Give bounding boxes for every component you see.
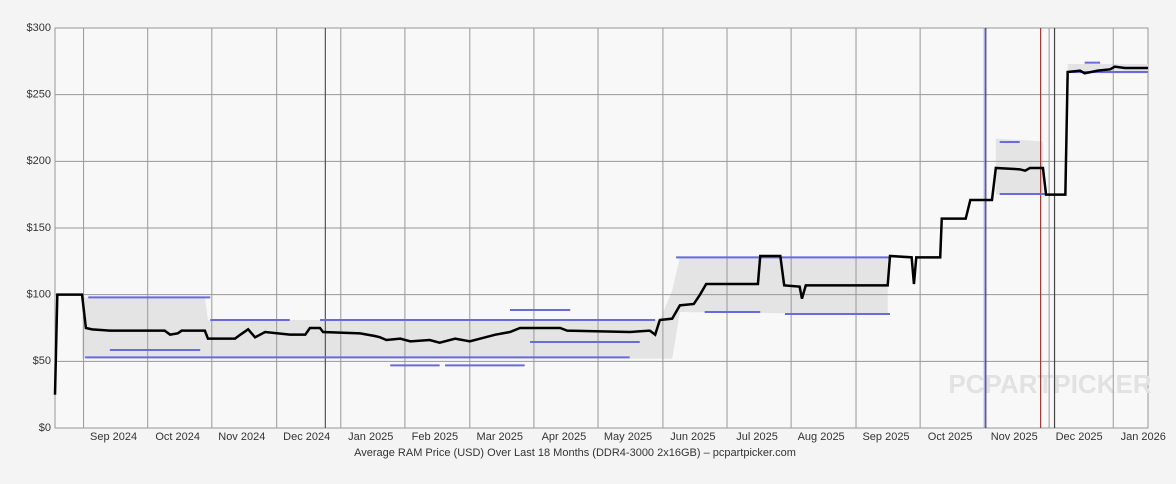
x-tick-label: Jan 2026 bbox=[1121, 431, 1166, 443]
x-tick-label: May 2025 bbox=[604, 431, 652, 443]
x-tick-label: Feb 2025 bbox=[412, 431, 458, 443]
average-price-line bbox=[53, 65, 1148, 395]
x-tick-label: Dec 2024 bbox=[283, 431, 330, 443]
x-tick-label: Oct 2025 bbox=[928, 431, 973, 443]
x-axis-label: Average RAM Price (USD) Over Last 18 Mon… bbox=[354, 447, 796, 459]
x-tick-label: Nov 2024 bbox=[218, 431, 265, 443]
x-tick-label: Oct 2024 bbox=[155, 431, 200, 443]
x-tick-label: Jun 2025 bbox=[670, 431, 715, 443]
y-tick-label: $300 bbox=[27, 22, 51, 34]
x-tick-label: Dec 2025 bbox=[1056, 431, 1103, 443]
y-tick-label: $100 bbox=[27, 289, 51, 301]
x-tick-label: Aug 2025 bbox=[798, 431, 845, 443]
watermark: PCPARTPICKER bbox=[948, 369, 1151, 399]
x-tick-label: Jan 2025 bbox=[348, 431, 393, 443]
x-tick-label: Apr 2025 bbox=[542, 431, 587, 443]
y-tick-label: $250 bbox=[27, 89, 51, 101]
y-tick-label: $200 bbox=[27, 155, 51, 167]
x-tick-label: Jul 2025 bbox=[736, 431, 778, 443]
y-tick-label: $0 bbox=[39, 422, 51, 434]
y-tick-label: $50 bbox=[33, 355, 51, 367]
x-tick-label: Sep 2024 bbox=[90, 431, 137, 443]
x-tick-label: Sep 2025 bbox=[862, 431, 909, 443]
x-tick-label: Mar 2025 bbox=[477, 431, 523, 443]
y-tick-label: $150 bbox=[27, 222, 51, 234]
price-range bbox=[995, 138, 1043, 195]
x-tick-label: Nov 2025 bbox=[991, 431, 1038, 443]
